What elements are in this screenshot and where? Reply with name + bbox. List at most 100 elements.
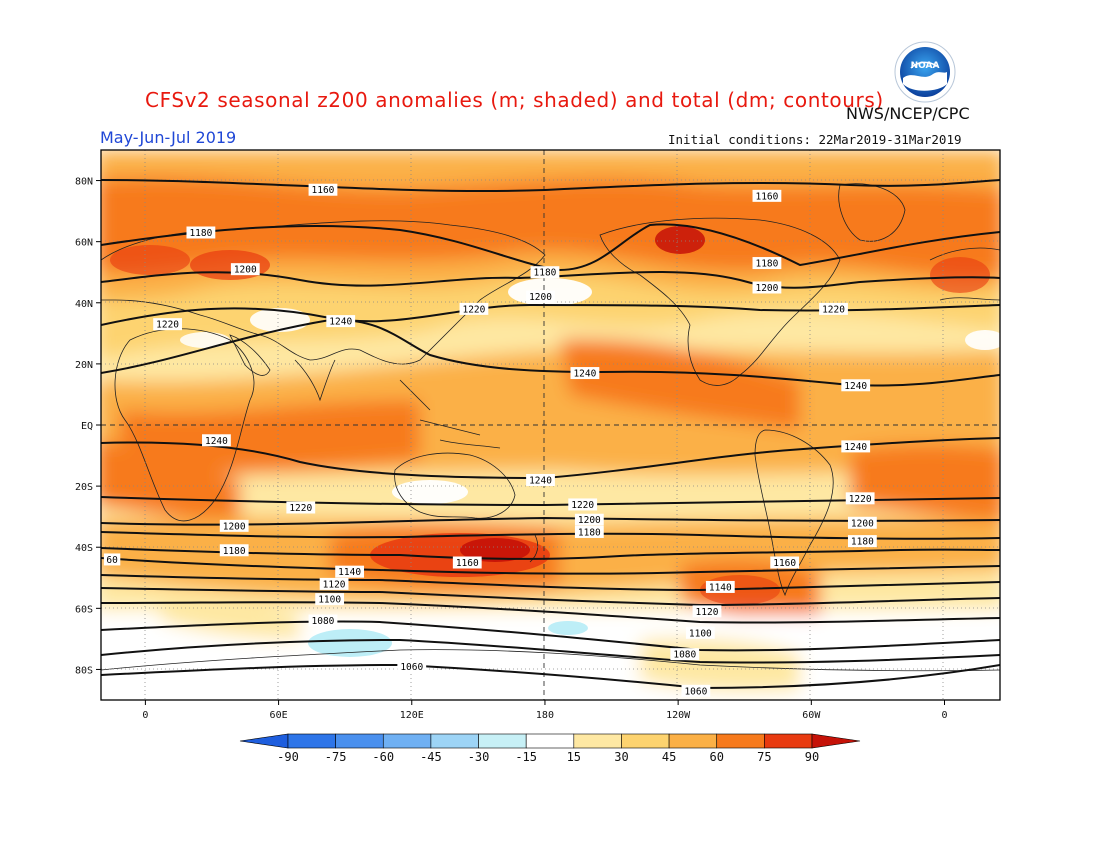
contour-label: 1180 <box>574 525 604 538</box>
svg-text:1140: 1140 <box>338 567 361 578</box>
contour-label: 1100 <box>685 626 715 639</box>
svg-text:1240: 1240 <box>844 381 867 392</box>
contour-label: 1160 <box>452 556 482 569</box>
contour-label: 1180 <box>847 535 877 548</box>
svg-text:1200: 1200 <box>578 515 601 526</box>
contour-label: 1240 <box>526 474 555 487</box>
colorbar-arrow-high <box>811 733 861 749</box>
svg-text:1180: 1180 <box>578 527 601 538</box>
lon-label: 60E <box>270 710 288 721</box>
logo-lettering: NOAA <box>911 61 940 71</box>
colorbar-arrow-low <box>239 733 289 749</box>
colorbar-swatch <box>573 733 622 749</box>
colorbar-tick-label: 75 <box>757 750 771 764</box>
contour-label: 1240 <box>570 367 600 380</box>
svg-text:1100: 1100 <box>318 595 341 606</box>
contour-label: 1060 <box>397 660 427 673</box>
colorbar-swatch <box>621 733 670 749</box>
contour-label: 1220 <box>819 302 848 315</box>
colorbar-tick-label: -90 <box>277 750 299 764</box>
svg-text:1240: 1240 <box>573 369 596 380</box>
colorbar-tick-label: 90 <box>805 750 819 764</box>
contour-label: 1180 <box>186 226 216 239</box>
svg-text:60: 60 <box>106 555 118 566</box>
agency-label: NWS/NCEP/CPC <box>846 104 970 123</box>
contour-label: 1200 <box>219 519 249 532</box>
contour-label: 1240 <box>326 315 356 328</box>
colorbar-tick-label: 15 <box>567 750 581 764</box>
lon-label: 120W <box>666 710 691 721</box>
contour-label: 1200 <box>574 513 604 526</box>
axis-labels: 80N 60N 40N 20N EQ 20S 40S 60S 80S 0 60E 120E 180 120… <box>75 177 948 721</box>
svg-text:1200: 1200 <box>234 265 257 276</box>
svg-text:1220: 1220 <box>462 304 485 315</box>
lat-label: 60N <box>75 238 93 249</box>
colorbar-swatch <box>430 733 479 749</box>
lat-label: EQ <box>81 421 93 432</box>
contour-label: 1180 <box>530 266 560 279</box>
coastlines <box>101 183 1000 672</box>
contour-label: 1220 <box>286 501 316 514</box>
contour-label: 1220 <box>459 302 489 315</box>
contour-label: 1160 <box>752 189 782 202</box>
svg-text:1240: 1240 <box>844 442 867 453</box>
initial-conditions: Initial conditions: 22Mar2019-31Mar2019 <box>668 132 962 147</box>
contour-label: 1220 <box>568 498 598 511</box>
colorbar-tick-label: -15 <box>515 750 537 764</box>
contour-label: 1200 <box>752 281 782 294</box>
svg-text:1200: 1200 <box>223 521 246 532</box>
lat-label: 20S <box>75 482 93 493</box>
svg-text:1220: 1220 <box>849 494 872 505</box>
colorbar-tick-label: 45 <box>662 750 676 764</box>
contour-label: 1160 <box>308 183 338 196</box>
forecast-period: May-Jun-Jul 2019 <box>100 128 237 147</box>
svg-text:1120: 1120 <box>323 579 346 590</box>
colorbar-swatch <box>668 733 718 749</box>
svg-text:1100: 1100 <box>689 628 712 639</box>
svg-text:1160: 1160 <box>456 558 479 569</box>
lon-label: 0 <box>941 710 947 721</box>
noaa-logo-icon: NOAA <box>894 41 956 103</box>
colorbar-tick-label: -30 <box>468 750 490 764</box>
svg-text:1160: 1160 <box>312 185 335 196</box>
contour-label: 1140 <box>705 580 735 593</box>
contour-labels: 1160116011801180118012001200120012201220… <box>103 183 877 697</box>
colorbar-tick-label: 30 <box>614 750 628 764</box>
colorbar: -90 -75 -60 -45 -30 -15 15 30 45 60 75 90 <box>239 733 861 764</box>
colorbar-swatch <box>716 733 765 749</box>
svg-text:1220: 1220 <box>289 503 312 514</box>
map-title: CFSv2 seasonal z200 anomalies (m; shaded… <box>145 88 884 112</box>
contour-label: 60 <box>103 553 121 566</box>
svg-text:1180: 1180 <box>189 228 212 239</box>
lon-label: 60W <box>802 710 821 721</box>
colorbar-tick-label: -60 <box>372 750 394 764</box>
colorbar-swatch <box>335 733 384 749</box>
colorbar-tick-label: -45 <box>420 750 442 764</box>
svg-text:1180: 1180 <box>755 259 778 270</box>
svg-text:1220: 1220 <box>571 500 594 511</box>
lat-label: 60S <box>75 604 93 615</box>
lat-label: 20N <box>75 360 93 371</box>
svg-text:1200: 1200 <box>755 283 778 294</box>
lon-label: 180 <box>536 710 554 721</box>
svg-text:1240: 1240 <box>329 317 352 328</box>
svg-text:1240: 1240 <box>529 476 552 487</box>
lat-label: 80S <box>75 665 93 676</box>
colorbar-swatch <box>382 733 432 749</box>
svg-text:1080: 1080 <box>312 616 335 627</box>
contour-label: 1080 <box>308 614 338 627</box>
contour-label: 1120 <box>692 605 722 618</box>
svg-text:1060: 1060 <box>400 662 423 673</box>
svg-text:1220: 1220 <box>822 304 845 315</box>
lon-label: 0 <box>142 710 148 721</box>
contour-label: 1080 <box>670 648 700 661</box>
colorbar-swatch <box>287 733 336 749</box>
colorbar-swatch <box>764 733 813 749</box>
svg-text:1200: 1200 <box>529 292 552 303</box>
colorbar-swatch <box>478 733 527 749</box>
svg-text:1200: 1200 <box>851 518 874 529</box>
contour-label: 1160 <box>770 556 800 569</box>
svg-text:1180: 1180 <box>534 268 557 279</box>
contour-label: 1240 <box>841 440 871 453</box>
